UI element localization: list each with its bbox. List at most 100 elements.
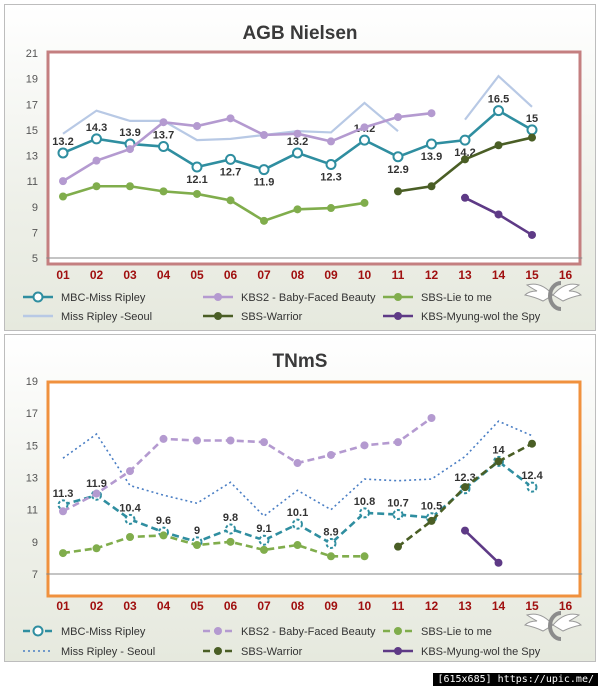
legend-label: KBS-Myung-wol the Spy (421, 646, 541, 658)
agb-nielsen-chart: 5 7 9 11 13 15 17 19 21 01 02 03 04 05 06 07 08 09 10 11 12 1… (23, 48, 583, 323)
legend-marker-mbc-miss-ripley (32, 625, 44, 637)
data-point-kbs2-baby-faced-beauty (92, 489, 101, 498)
data-point-mbc-miss-ripley (258, 164, 270, 176)
legend-label: MBC-Miss Ripley (61, 292, 146, 304)
data-point-sbs-lie-to-me (327, 552, 335, 561)
data-point-kbs2-baby-faced-beauty (193, 436, 201, 445)
data-point-sbs-warrior (427, 516, 436, 525)
x-tick-label: 05 (190, 599, 204, 613)
data-label: 10.5 (421, 501, 442, 513)
x-tick-label: 09 (324, 268, 338, 282)
data-point-mbc-miss-ripley (325, 537, 337, 549)
data-point-kbs2-baby-faced-beauty (360, 441, 369, 450)
series-line-kbs2-baby-faced-beauty (62, 111, 432, 183)
y-tick-label: 17 (26, 408, 38, 420)
y-tick-label: 7 (32, 227, 38, 239)
legend-marker-kbs-myung-wol-the-spy (394, 647, 402, 655)
data-point-mbc-miss-ripley (258, 534, 270, 546)
data-point-kbs2-baby-faced-beauty (126, 467, 134, 476)
data-point-kbs-myung-wol-the-spy (461, 526, 469, 535)
series-line-miss-ripley-seoul (464, 74, 533, 121)
x-tick-label: 04 (157, 599, 171, 613)
legend-label: SBS-Warrior (241, 311, 303, 323)
data-point-kbs2-baby-faced-beauty (327, 137, 335, 146)
data-label: 13.7 (153, 130, 174, 142)
data-point-sbs-lie-to-me (360, 552, 369, 561)
data-point-kbs2-baby-faced-beauty (59, 177, 67, 186)
data-label: 11.9 (86, 478, 107, 490)
data-point-mbc-miss-ripley (459, 134, 471, 146)
legend-label: KBS2 - Baby-Faced Beauty (241, 626, 376, 638)
data-point-sbs-lie-to-me (260, 216, 268, 225)
data-point-kbs-myung-wol-the-spy (461, 193, 469, 202)
data-point-kbs2-baby-faced-beauty (360, 123, 369, 132)
data-point-kbs2-baby-faced-beauty (394, 438, 402, 447)
x-tick-label: 16 (559, 599, 573, 613)
data-label: 9.1 (256, 523, 271, 535)
x-tick-label: 11 (392, 599, 405, 613)
legend-label: SBS-Lie to me (421, 626, 492, 638)
y-tick-label: 11 (27, 176, 38, 188)
data-point-sbs-lie-to-me (293, 541, 302, 550)
x-tick-label: 15 (525, 268, 539, 282)
y-tick-label: 17 (26, 99, 38, 111)
data-point-mbc-miss-ripley (225, 153, 236, 165)
x-tick-label: 03 (123, 599, 137, 613)
legend-label: Miss Ripley -Seoul (61, 311, 152, 323)
chart-title: TNmS (272, 351, 328, 372)
data-point-sbs-lie-to-me (193, 541, 201, 550)
series-line-sbs-lie-to-me (62, 534, 365, 558)
data-point-kbs2-baby-faced-beauty (260, 438, 268, 447)
data-label: 15 (526, 113, 538, 125)
y-tick-label: 21 (26, 48, 38, 60)
data-point-mbc-miss-ripley (225, 523, 236, 535)
x-tick-label: 02 (90, 599, 104, 613)
data-label: 14.3 (86, 122, 107, 134)
x-tick-label: 04 (157, 268, 171, 282)
tnms-panel: TNmS 7 9 11 13 15 17 19 01 02 03 04 05 06 07 08 09 10 11 1… (4, 334, 596, 662)
x-tick-label: 15 (525, 599, 539, 613)
x-tick-label: 03 (123, 268, 137, 282)
data-point-mbc-miss-ripley (91, 133, 102, 145)
data-point-sbs-warrior (427, 182, 436, 191)
legend-label: MBC-Miss Ripley (61, 626, 146, 638)
y-tick-label: 13 (26, 151, 38, 163)
data-point-sbs-lie-to-me (92, 544, 101, 553)
legend-marker-mbc-miss-ripley (32, 291, 44, 303)
chart-title: AGB Nielsen (242, 23, 358, 44)
legend-marker-kbs2-baby-faced-beauty (214, 293, 222, 301)
data-label: 9.8 (223, 512, 238, 524)
tnms-chart: 7 9 11 13 15 17 19 01 02 03 04 05 06 07 08 09 10 11 12 13 14… (23, 376, 583, 658)
data-point-kbs2-baby-faced-beauty (126, 145, 134, 154)
legend-marker-sbs-warrior (214, 312, 222, 320)
data-point-kbs2-baby-faced-beauty (427, 413, 436, 422)
legend-marker-kbs-myung-wol-the-spy (394, 312, 402, 320)
data-point-sbs-lie-to-me (226, 196, 235, 205)
data-point-sbs-lie-to-me (293, 205, 302, 214)
y-tick-label: 9 (32, 202, 38, 214)
data-point-mbc-miss-ripley (426, 138, 437, 150)
data-point-kbs2-baby-faced-beauty (226, 436, 235, 445)
series-line-miss-ripley-seoul (62, 420, 533, 518)
data-point-sbs-lie-to-me (327, 204, 335, 213)
plot-area-frame (46, 380, 582, 598)
data-point-kbs2-baby-faced-beauty (59, 507, 67, 516)
x-tick-label: 09 (324, 599, 338, 613)
data-point-mbc-miss-ripley (392, 151, 404, 163)
data-point-sbs-lie-to-me (260, 545, 268, 554)
data-point-sbs-warrior (394, 187, 402, 196)
x-tick-label: 05 (190, 268, 204, 282)
data-label: 10.7 (387, 497, 408, 509)
y-tick-label: 7 (32, 569, 38, 581)
data-point-kbs2-baby-faced-beauty (159, 118, 168, 127)
image-source-footer: [615x685] https://upic.me/ (433, 673, 598, 686)
data-label: 9.6 (156, 515, 171, 527)
data-label: 9 (194, 525, 200, 537)
legend-label: SBS-Lie to me (421, 292, 492, 304)
legend-label: KBS2 - Baby-Faced Beauty (241, 292, 376, 304)
data-point-sbs-warrior (494, 141, 503, 150)
data-label: 10.1 (287, 507, 308, 519)
data-point-mbc-miss-ripley (191, 161, 203, 173)
x-tick-label: 01 (56, 599, 70, 613)
data-point-kbs2-baby-faced-beauty (193, 122, 201, 131)
